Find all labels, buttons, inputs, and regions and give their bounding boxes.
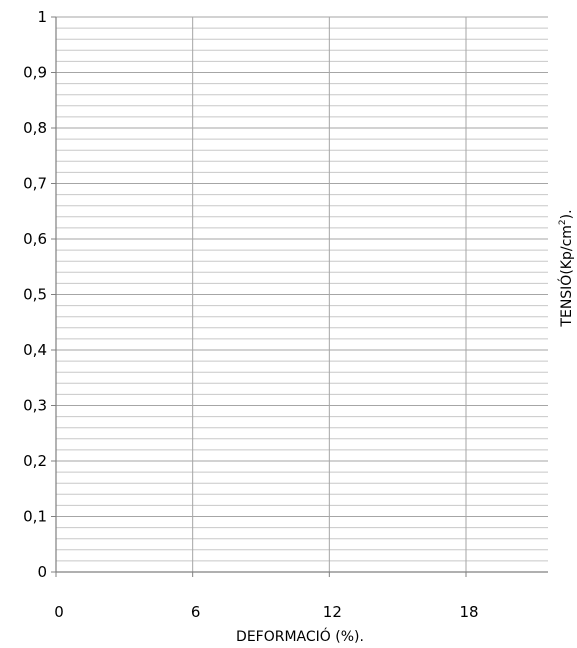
x-tick-label: 0 — [54, 603, 64, 621]
y-axis-title-suffix: ). — [559, 209, 575, 219]
x-axis-title: DEFORMACIÓ (%). — [236, 627, 364, 645]
x-tick-label: 12 — [323, 603, 342, 621]
y-tick-label: 0,6 — [23, 230, 47, 248]
y-tick-label: 0,2 — [23, 452, 47, 470]
y-tick-label: 0,5 — [23, 286, 47, 304]
x-tick-label: 6 — [191, 603, 201, 621]
y-tick-label: 0,4 — [23, 341, 47, 359]
y-axis-title-superscript: 2 — [558, 219, 568, 225]
major-gridlines — [56, 16, 548, 572]
y-tick-label: 0,9 — [23, 64, 47, 82]
tick-marks — [51, 16, 467, 577]
x-tick-labels: 0 6 12 18 — [54, 603, 478, 621]
y-tick-label: 0,3 — [23, 397, 47, 415]
y-tick-labels: 0 0,1 0,2 0,3 0,4 0,5 0,6 0,7 0,8 0,9 1 — [23, 8, 47, 581]
y-tick-label: 0 — [37, 563, 47, 581]
y-axis-title-base: TENSIÓ(Kp/cm — [557, 225, 575, 328]
y-tick-label: 1 — [37, 8, 47, 26]
x-tick-label: 18 — [459, 603, 478, 621]
y-tick-label: 0,1 — [23, 508, 47, 526]
y-tick-label: 0,8 — [23, 119, 47, 137]
y-axis-title: TENSIÓ(Kp/cm2). — [557, 209, 575, 327]
y-tick-label: 0,7 — [23, 175, 47, 193]
